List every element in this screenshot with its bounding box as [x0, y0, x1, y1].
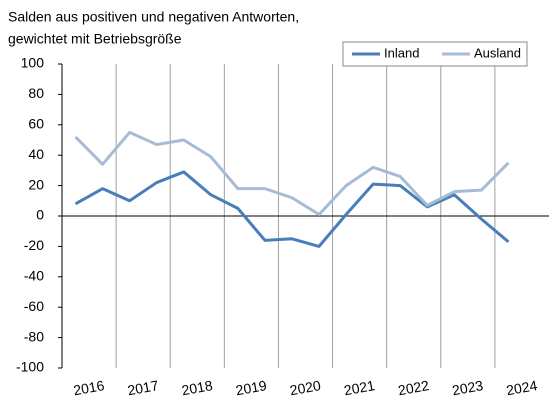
y-tick-label: 20 — [28, 176, 44, 192]
y-tick-label: -80 — [24, 328, 44, 344]
y-tick-label: 40 — [28, 146, 44, 162]
y-tick-label: -40 — [24, 268, 44, 284]
y-tick-label: -100 — [16, 359, 44, 375]
y-tick-label: 80 — [28, 85, 44, 101]
x-tick-label: 2023 — [451, 377, 485, 398]
chart-title: Salden aus positiven und negativen Antwo… — [8, 9, 299, 25]
legend-label: Inland — [384, 45, 419, 60]
x-tick-label: 2016 — [72, 377, 106, 398]
x-tick-label: 2024 — [505, 377, 539, 398]
legend-label: Ausland — [474, 45, 521, 60]
series-line — [74, 130, 510, 216]
y-tick-label: 100 — [21, 55, 45, 71]
x-tick-label: 2021 — [343, 377, 377, 398]
series-line — [74, 170, 510, 248]
x-tick-label: 2020 — [289, 377, 323, 398]
x-tick-label: 2017 — [126, 377, 160, 398]
legend: Inland Ausland — [342, 41, 528, 67]
y-tick-label: -60 — [24, 298, 44, 314]
y-tick-label: 0 — [36, 207, 44, 223]
y-tick-label: 60 — [28, 116, 44, 132]
chart-subtitle: gewichtet mit Betriebsgröße — [8, 31, 182, 47]
x-tick-label: 2018 — [180, 377, 214, 398]
x-tick-label: 2019 — [234, 377, 268, 398]
x-tick-label: 2022 — [397, 377, 431, 398]
y-tick-label: -20 — [24, 237, 44, 253]
